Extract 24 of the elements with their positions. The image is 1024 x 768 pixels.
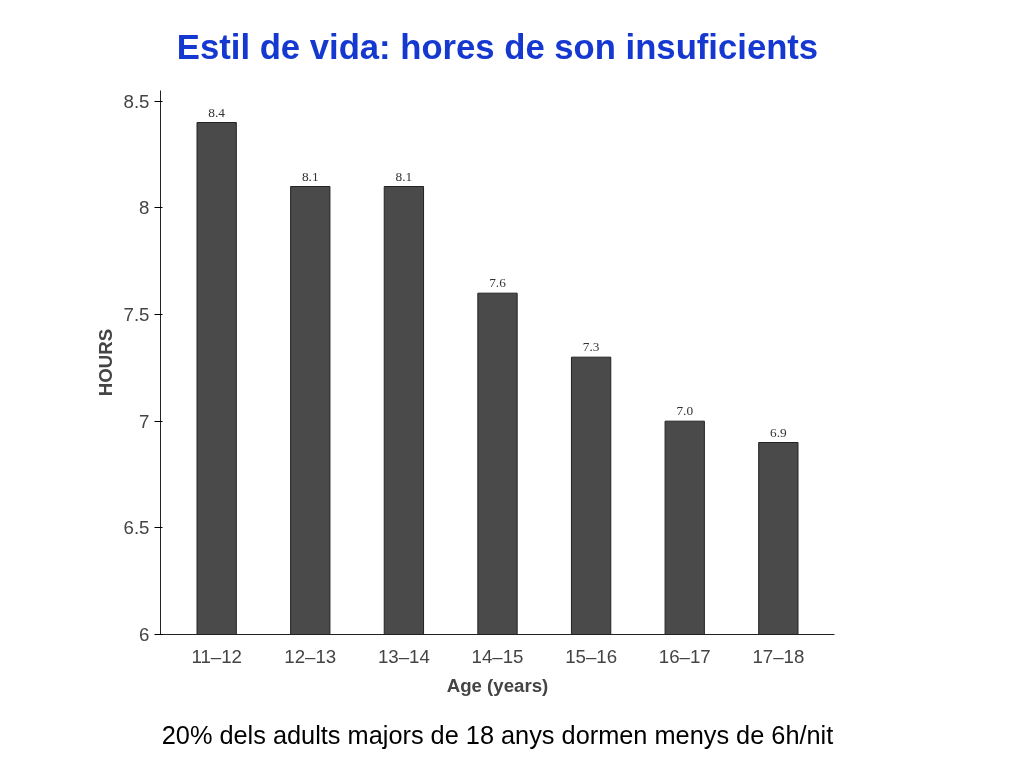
- data-label: 8.4: [208, 104, 226, 120]
- data-label: 7.6: [489, 275, 507, 291]
- data-label: 8.1: [301, 168, 319, 184]
- y-axis-title: HOURS: [94, 328, 116, 397]
- y-tick-label: 8.5: [123, 90, 150, 112]
- x-tick-label: 17–18: [752, 645, 805, 667]
- y-tick-label: 8: [139, 197, 150, 219]
- data-label: 7.3: [582, 339, 600, 355]
- y-tick-label: 7: [139, 410, 150, 432]
- x-tick-label: 16–17: [658, 645, 711, 667]
- y-tick-label: 6: [139, 624, 150, 645]
- x-tick-label: 12–13: [284, 645, 337, 667]
- x-tick-label: 13–14: [377, 645, 430, 667]
- chart-title: Estil de vida: hores de son insuficients: [176, 27, 819, 66]
- data-label: 7.0: [676, 403, 694, 419]
- data-label: 6.9: [770, 424, 787, 440]
- text: 20% dels adults majors de 18 anys dormen menys de 6h/nit: [161, 720, 834, 749]
- data-label: 8.1: [395, 168, 413, 184]
- x-axis-title: Age (years): [446, 674, 549, 696]
- y-tick-label: 7.5: [123, 304, 150, 325]
- x-tick-label: 15–16: [565, 645, 618, 667]
- x-tick-label: 14–15: [471, 645, 524, 667]
- x-tick-label: 11–12: [191, 645, 242, 667]
- y-tick-label: 6.5: [123, 517, 150, 539]
